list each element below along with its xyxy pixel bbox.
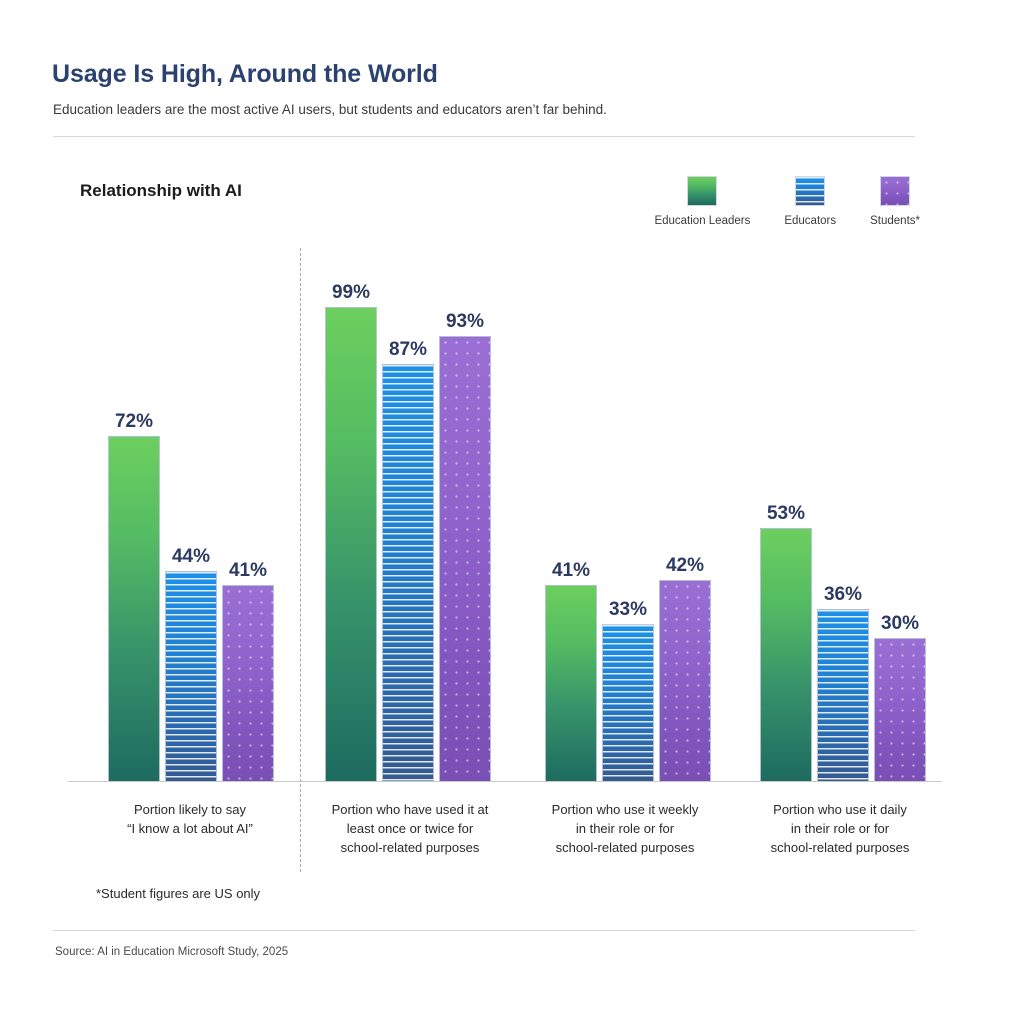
bar-wrapper: 87% — [382, 340, 434, 782]
legend-item[interactable]: Educators — [784, 176, 836, 227]
bar-value-label: 41% — [228, 560, 268, 582]
bar-group: 72% 44% 41% — [108, 412, 274, 782]
chart-section-divider — [300, 248, 301, 872]
bar-value-label: 72% — [114, 411, 154, 433]
bar-value-label: 36% — [823, 584, 863, 606]
blue-striped-swatch — [795, 176, 826, 206]
category-label: Portion likely to say “I know a lot about… — [127, 802, 253, 836]
bar[interactable] — [382, 364, 434, 782]
header-divider — [53, 136, 915, 137]
bar-wrapper: 42% — [659, 556, 711, 782]
bar-value-label: 87% — [388, 339, 428, 361]
green-gradient-swatch — [687, 176, 718, 206]
category-label: Portion who use it weekly in their role o… — [551, 802, 699, 855]
bar-group: 41% 33% 42% — [545, 556, 711, 782]
bar-wrapper: 72% — [108, 412, 160, 782]
bar[interactable] — [545, 585, 597, 782]
bar-value-label: 93% — [445, 310, 485, 332]
legend-item[interactable]: Education Leaders — [654, 176, 750, 227]
bar-wrapper: 53% — [760, 504, 812, 782]
bar-group: 99% 87% 93% — [325, 283, 491, 782]
bar-value-label: 42% — [665, 555, 705, 577]
bar-wrapper: 44% — [165, 547, 217, 782]
category-label: Portion who use it daily in their role or… — [770, 802, 910, 855]
bar-wrapper: 41% — [545, 561, 597, 782]
purple-dotted-swatch — [880, 176, 911, 206]
bar[interactable] — [659, 580, 711, 782]
chart-baseline-axis — [68, 781, 942, 782]
bar[interactable] — [817, 609, 869, 782]
bar-wrapper: 99% — [325, 283, 377, 782]
bar-value-label: 44% — [171, 545, 211, 567]
bar-value-label: 30% — [880, 613, 920, 634]
chart-heading: Relationship with AI — [80, 181, 242, 200]
legend-item-label: Students* — [870, 215, 920, 227]
bar-value-label: 41% — [551, 560, 591, 582]
source-line: Source: AI in Education Microsoft Study,… — [55, 946, 289, 958]
bar[interactable] — [222, 585, 274, 782]
bar[interactable] — [325, 306, 377, 782]
bar-wrapper: 41% — [222, 561, 274, 782]
chart-legend: Education Leaders Educators Students* — [610, 176, 920, 227]
footer-divider — [53, 930, 915, 931]
bar[interactable] — [874, 638, 926, 782]
page-subtitle: Education leaders are the most active AI… — [53, 102, 607, 117]
bar[interactable] — [439, 335, 491, 782]
bar-wrapper: 93% — [439, 312, 491, 782]
bar[interactable] — [165, 570, 217, 782]
chart-plot-area: 72% 44% 41% 99% 87% 93% 41% 33% 42% 53% 36% 30% — [68, 248, 942, 782]
bar-value-label: 33% — [608, 598, 648, 620]
page-title: Usage Is High, Around the World — [52, 60, 438, 88]
bar-wrapper: 33% — [602, 600, 654, 782]
legend-item[interactable]: Students* — [870, 176, 920, 227]
legend-item-label: Educators — [784, 215, 837, 227]
bar-wrapper: 36% — [817, 585, 869, 782]
category-label: Portion who have used it at least once or… — [331, 802, 489, 855]
chart-footnote: *Student figures are US only — [96, 886, 261, 901]
bar[interactable] — [760, 527, 812, 782]
legend-item-label: Education Leaders — [654, 215, 751, 227]
bar[interactable] — [108, 436, 160, 782]
bar-value-label: 53% — [766, 502, 806, 524]
bar-group: 53% 36% 30% — [760, 504, 926, 782]
bar[interactable] — [602, 623, 654, 782]
bar-wrapper: 30% — [874, 614, 926, 782]
bar-value-label: 99% — [331, 281, 371, 303]
